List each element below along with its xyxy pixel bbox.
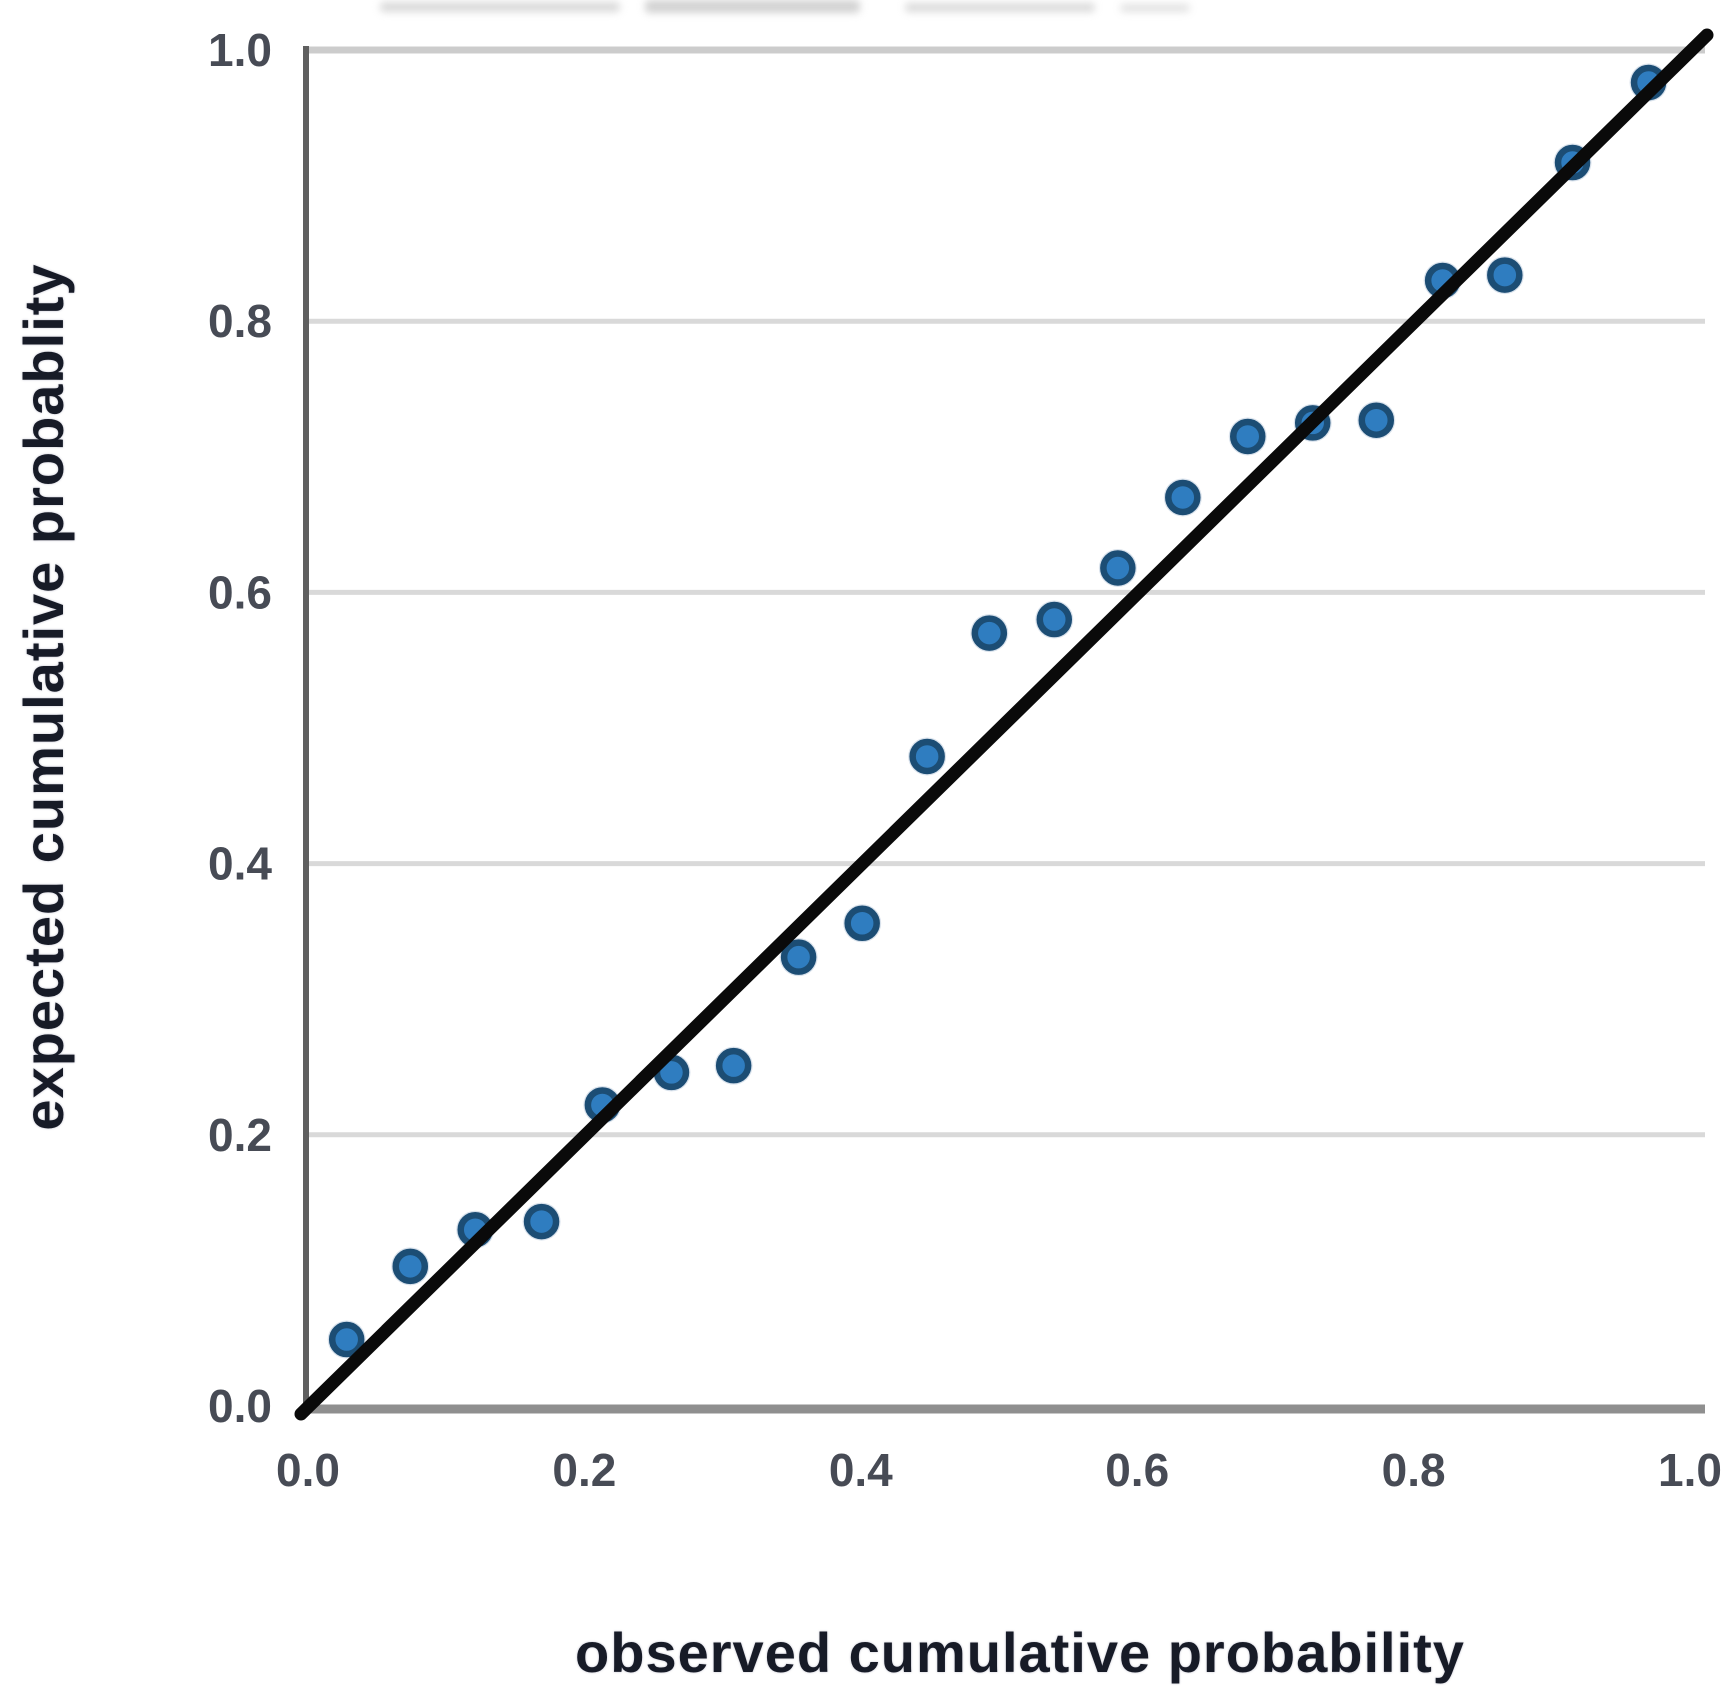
cropped-text-artifact bbox=[905, 3, 1095, 12]
cropped-text-artifact bbox=[1120, 4, 1190, 12]
y-tick-label: 0.6 bbox=[208, 566, 272, 618]
data-point bbox=[1036, 601, 1073, 638]
x-tick-label: 0.2 bbox=[552, 1444, 616, 1496]
axis-lines bbox=[303, 46, 1705, 1414]
data-point bbox=[1100, 550, 1136, 586]
data-point bbox=[844, 905, 880, 942]
data-point bbox=[971, 615, 1008, 651]
y-tick-label: 0.8 bbox=[208, 295, 272, 347]
identity-line bbox=[294, 28, 1714, 1421]
y-tick-label: 1.0 bbox=[208, 24, 272, 76]
data-point bbox=[1487, 257, 1523, 293]
x-tick-label: 0.0 bbox=[276, 1444, 340, 1496]
y-tick-label: 0.0 bbox=[208, 1380, 272, 1432]
data-point bbox=[909, 738, 945, 775]
reference-diagonal-line bbox=[294, 28, 1714, 1421]
x-tick-labels: 0.0 0.2 0.4 0.6 0.8 1.0 bbox=[276, 1444, 1722, 1496]
data-point bbox=[1230, 418, 1266, 455]
y-axis-title: expected cumulative probablity bbox=[12, 263, 75, 1131]
x-axis-title: observed cumulative probability bbox=[575, 1621, 1465, 1684]
cropped-text-artifact bbox=[380, 2, 620, 12]
x-tick-label: 0.8 bbox=[1382, 1444, 1446, 1496]
y-tick-label: 0.2 bbox=[208, 1109, 272, 1161]
x-tick-label: 0.6 bbox=[1105, 1444, 1169, 1496]
x-tick-label: 0.4 bbox=[829, 1444, 893, 1496]
data-point bbox=[780, 939, 817, 975]
horizontal-gridlines bbox=[308, 46, 1705, 1138]
x-tick-label: 1.0 bbox=[1658, 1444, 1722, 1496]
data-point bbox=[328, 1321, 365, 1358]
data-point bbox=[715, 1047, 752, 1084]
cropped-text-artifact bbox=[645, 0, 860, 13]
data-point bbox=[1358, 402, 1395, 438]
y-tick-label: 0.4 bbox=[208, 838, 272, 890]
data-point bbox=[1165, 479, 1201, 516]
y-tick-labels: 0.0 0.2 0.4 0.6 0.8 1.0 bbox=[208, 24, 272, 1432]
data-point bbox=[392, 1248, 429, 1285]
data-point bbox=[523, 1203, 560, 1240]
scatter-points bbox=[327, 63, 1668, 1359]
